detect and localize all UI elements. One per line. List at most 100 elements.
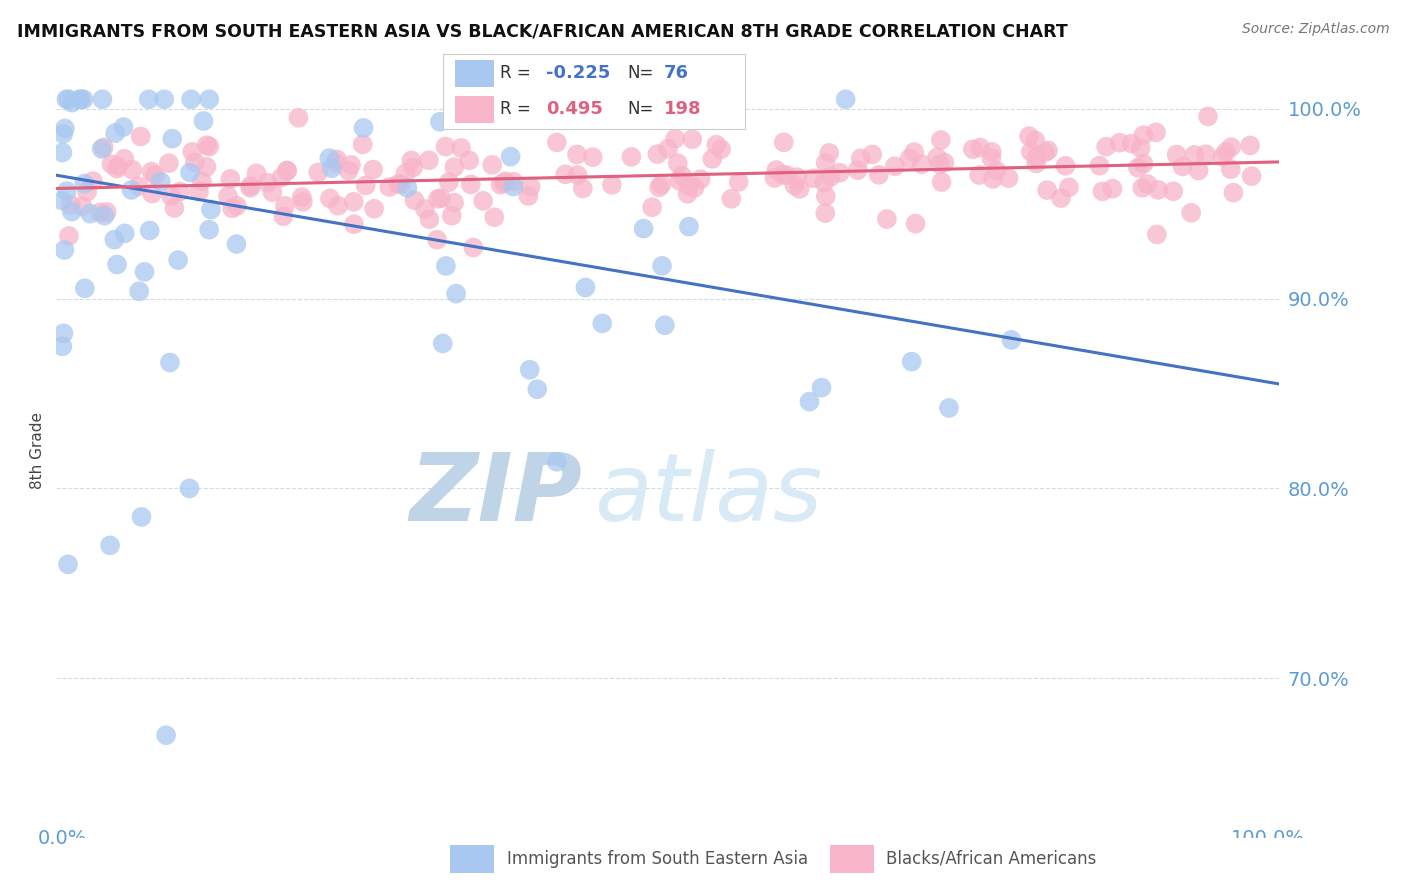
Point — [776, 168, 799, 182]
Point — [319, 191, 342, 205]
Point — [434, 259, 457, 273]
Point — [763, 171, 786, 186]
Point — [1129, 141, 1152, 155]
Point — [772, 136, 794, 150]
Point — [928, 157, 950, 171]
Point — [828, 166, 851, 180]
Point — [546, 455, 568, 469]
Point — [70, 92, 93, 106]
Point — [271, 209, 294, 223]
Point — [343, 194, 366, 209]
Point — [51, 145, 73, 160]
Point — [803, 171, 825, 186]
Point — [460, 178, 482, 192]
Point — [981, 172, 1004, 186]
Point — [121, 162, 143, 177]
Point — [276, 163, 298, 178]
Point — [1130, 181, 1153, 195]
Point — [363, 202, 385, 216]
Point — [814, 156, 837, 170]
Point — [697, 113, 720, 128]
Point — [1136, 177, 1159, 191]
Point — [820, 169, 842, 184]
Point — [59, 198, 82, 212]
FancyBboxPatch shape — [456, 61, 495, 87]
Point — [683, 180, 706, 194]
Point — [546, 136, 568, 150]
Point — [276, 164, 298, 178]
Point — [849, 151, 872, 165]
Point — [437, 175, 460, 189]
Text: Source: ZipAtlas.com: Source: ZipAtlas.com — [1241, 22, 1389, 37]
Point — [361, 162, 384, 177]
Point — [1000, 333, 1022, 347]
Point — [93, 209, 115, 223]
Point — [689, 172, 711, 186]
Point — [799, 394, 821, 409]
Point — [394, 166, 416, 180]
Point — [256, 176, 278, 190]
Point — [600, 178, 623, 192]
Point — [53, 121, 76, 136]
Point — [876, 212, 898, 227]
Text: ZIP: ZIP — [409, 449, 582, 541]
Point — [1108, 136, 1130, 150]
Point — [980, 145, 1002, 159]
Point — [239, 178, 262, 193]
Point — [52, 326, 75, 341]
Point — [620, 150, 643, 164]
Point — [1184, 148, 1206, 162]
Point — [120, 183, 142, 197]
Point — [69, 92, 91, 106]
Point — [814, 206, 837, 220]
Point — [73, 177, 96, 191]
Point — [404, 193, 426, 207]
Point — [129, 129, 152, 144]
Point — [221, 202, 243, 216]
Point — [720, 192, 742, 206]
Point — [429, 115, 451, 129]
Point — [565, 147, 588, 161]
Point — [440, 209, 463, 223]
Point — [666, 156, 689, 170]
Point — [138, 92, 160, 106]
FancyBboxPatch shape — [830, 845, 875, 872]
Point — [860, 147, 883, 161]
Point — [678, 178, 700, 193]
Text: -0.225: -0.225 — [546, 64, 610, 82]
Point — [1220, 140, 1243, 154]
Point — [134, 265, 156, 279]
Point — [128, 179, 150, 194]
Point — [51, 194, 73, 208]
Point — [484, 210, 506, 224]
Point — [387, 177, 409, 191]
Point — [927, 150, 949, 164]
Point — [179, 165, 201, 179]
Point — [648, 180, 671, 194]
Point — [1147, 183, 1170, 197]
Point — [1215, 145, 1237, 159]
Point — [495, 174, 517, 188]
Point — [1018, 129, 1040, 144]
Point — [765, 163, 787, 178]
Point — [104, 126, 127, 140]
Point — [76, 185, 98, 199]
Point — [1088, 159, 1111, 173]
Point — [418, 212, 440, 227]
Point — [641, 200, 664, 214]
Point — [651, 259, 673, 273]
Point — [519, 362, 541, 376]
Point — [160, 189, 183, 203]
Point — [517, 189, 540, 203]
Point — [307, 165, 329, 179]
Point — [291, 190, 314, 204]
Point — [1161, 184, 1184, 198]
Point — [554, 167, 576, 181]
Point — [668, 174, 690, 188]
Point — [60, 204, 83, 219]
Point — [52, 127, 75, 141]
Point — [318, 151, 340, 165]
Point — [112, 152, 135, 166]
Point — [903, 145, 925, 159]
Point — [938, 401, 960, 415]
